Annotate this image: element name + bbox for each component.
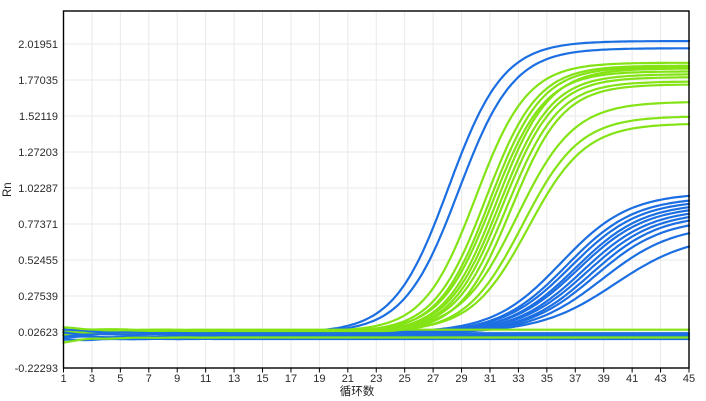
x-tick-label: 39 — [598, 373, 610, 385]
y-tick-label: 1.27203 — [18, 147, 58, 159]
x-tick-label: 13 — [228, 373, 240, 385]
x-tick-label: 23 — [370, 373, 382, 385]
x-tick-label: 1 — [60, 373, 66, 385]
y-tick-label: -0.22293 — [15, 363, 58, 375]
amplification-curve-flat-blue-2 — [62, 331, 691, 337]
x-tick-label: 29 — [455, 373, 467, 385]
x-tick-label: 9 — [174, 373, 180, 385]
x-tick-label: 41 — [626, 373, 638, 385]
x-axis-title: 循环数 — [340, 384, 375, 398]
x-tick-label: 43 — [654, 373, 666, 385]
x-tick-label: 37 — [569, 373, 581, 385]
x-tick-label: 17 — [285, 373, 297, 385]
tick-layer: 2.01951 1.77035 1.52119 1.27203 1.02287 0.773… — [15, 39, 696, 385]
x-tick-label: 19 — [313, 373, 325, 385]
amplification-curve-flat-green-1 — [62, 336, 691, 344]
amplification-curve-flat-blue-4 — [62, 337, 691, 342]
x-tick-label: 31 — [484, 373, 496, 385]
amplification-curve-flat-blue-1 — [62, 328, 691, 335]
x-tick-label: 27 — [427, 373, 439, 385]
y-tick-label: 0.02623 — [18, 327, 58, 339]
x-tick-label: 35 — [541, 373, 553, 385]
y-tick-label: 0.27539 — [18, 291, 58, 303]
y-tick-label: 2.01951 — [18, 39, 58, 51]
y-tick-label: 1.02287 — [18, 183, 58, 195]
amplification-curve-flat-green-2 — [62, 326, 691, 331]
y-tick-label: 1.52119 — [19, 111, 58, 123]
x-tick-label: 33 — [512, 373, 524, 385]
x-tick-label: 7 — [146, 373, 152, 385]
x-tick-label: 5 — [117, 373, 123, 385]
curve-layer — [62, 39, 691, 344]
x-tick-label: 15 — [256, 373, 268, 385]
x-tick-label: 21 — [342, 373, 354, 385]
y-tick-label: 1.77035 — [18, 75, 58, 87]
y-axis-title: Rn — [2, 182, 14, 197]
y-tick-label: 0.77371 — [18, 219, 58, 231]
x-tick-label: 45 — [683, 373, 695, 385]
x-tick-label: 3 — [89, 373, 95, 385]
x-tick-label: 25 — [399, 373, 411, 385]
x-tick-label: 11 — [200, 373, 211, 385]
y-tick-label: 0.52455 — [18, 255, 58, 267]
